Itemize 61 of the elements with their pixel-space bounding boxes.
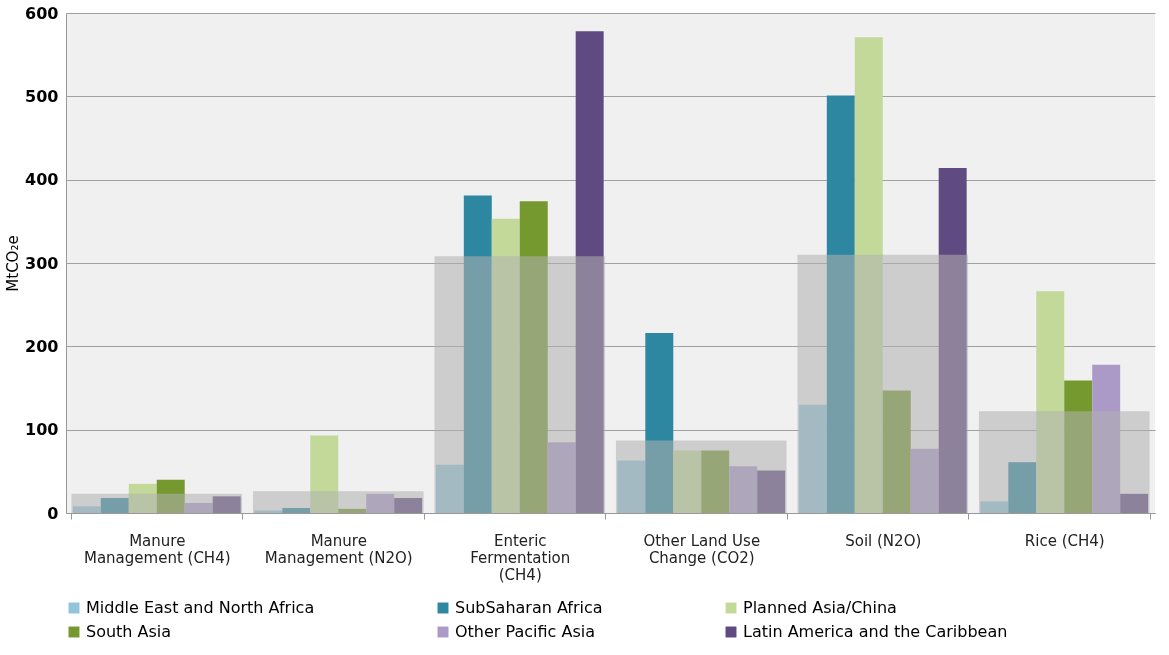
bar [910,448,939,513]
x-tick-label: Manure Management (N2O) [264,531,413,567]
bar [434,256,606,513]
y-tick-label: 100 [25,420,59,440]
bar [547,442,576,513]
bar [757,470,786,513]
legend-label: Other Pacific Asia [455,622,595,641]
y-tick-label: 600 [25,3,59,23]
bar [617,460,646,513]
bar [615,440,787,513]
bar [645,333,674,513]
bar [212,496,241,513]
bar [71,493,243,513]
bar [366,493,395,513]
y-tick-label: 200 [25,336,59,356]
bar [798,404,827,513]
y-axis-title: MtCO₂e [4,235,23,292]
bar [854,37,883,513]
bar [519,201,548,513]
bar [1120,493,1149,513]
bar [310,435,339,513]
y-tick-label: 400 [25,170,59,190]
bar [938,168,967,513]
legend-label: Middle East and North Africa [86,598,315,617]
bar [797,254,969,513]
bar [100,498,129,513]
x-tick-label: Soil (N2O) [845,531,922,550]
legend-label: South Asia [86,622,172,641]
legend-label: Planned Asia/China [743,598,897,617]
bar [394,498,423,513]
bar [435,464,464,513]
bar [128,483,157,513]
x-tick-label: Other Land Use Change (CO2) [643,531,761,567]
bar [1092,364,1121,513]
bar [491,218,520,513]
x-tick-label: Manure Management (CH4) [83,531,231,567]
bar [463,195,492,513]
bar [978,411,1150,513]
bar [252,491,424,513]
bar [1036,291,1065,513]
bar [980,501,1009,513]
bar [575,31,604,513]
x-tick-label: Enteric Fermentation (CH4) [470,531,571,584]
x-tick-label: Rice (CH4) [1024,531,1105,550]
bar [701,450,730,513]
bar [184,503,213,513]
bar [729,466,758,513]
bar [72,506,101,513]
bar [826,95,855,513]
bar [882,390,911,513]
bar [1064,380,1093,513]
legend-label: SubSaharan Africa [455,598,603,617]
bar [282,508,311,513]
y-tick-label: 300 [25,253,59,273]
bar [673,450,702,513]
y-tick-label: 0 [47,503,59,523]
y-tick-label: 500 [25,86,59,106]
bar [1008,462,1037,513]
bar [338,508,367,513]
bar [156,479,185,513]
legend-label: Latin America and the Caribbean [743,622,1008,641]
